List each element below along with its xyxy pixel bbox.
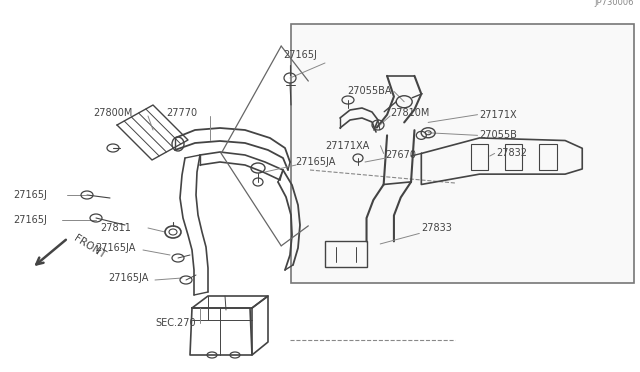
Text: 27165JA: 27165JA	[295, 157, 335, 167]
Text: 27833: 27833	[421, 224, 452, 233]
Text: 27055B: 27055B	[479, 130, 517, 140]
Text: 27811: 27811	[100, 223, 131, 233]
Text: 27810M: 27810M	[390, 108, 429, 118]
Text: 27165JA: 27165JA	[108, 273, 148, 283]
Bar	[540, 144, 557, 170]
Text: SEC.270: SEC.270	[155, 318, 196, 328]
Text: 27165J: 27165J	[283, 50, 317, 60]
Text: FRONT: FRONT	[72, 233, 107, 260]
Text: 27165J: 27165J	[13, 215, 47, 225]
Text: 27171X: 27171X	[479, 110, 517, 120]
Text: 27770: 27770	[166, 108, 197, 118]
Bar	[291, 24, 634, 283]
Text: 27832: 27832	[497, 148, 527, 158]
Text: 27165J: 27165J	[13, 190, 47, 200]
Bar	[505, 144, 522, 170]
Text: 27171XA: 27171XA	[326, 141, 370, 151]
Text: 27165JA: 27165JA	[95, 243, 136, 253]
Text: 27055BA: 27055BA	[348, 86, 392, 96]
Text: 27800M: 27800M	[93, 108, 132, 118]
Text: JP730006: JP730006	[594, 0, 634, 7]
Bar	[471, 144, 488, 170]
Text: 27670: 27670	[385, 150, 416, 160]
Bar	[326, 241, 367, 267]
